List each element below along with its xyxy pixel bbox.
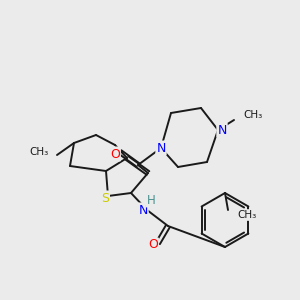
Text: O: O <box>110 148 120 160</box>
Text: CH₃: CH₃ <box>243 110 262 120</box>
Text: N: N <box>156 142 166 154</box>
Text: H: H <box>147 194 155 206</box>
Text: S: S <box>101 191 109 205</box>
Text: O: O <box>148 238 158 251</box>
Text: N: N <box>138 203 148 217</box>
Text: CH₃: CH₃ <box>30 147 49 157</box>
Text: N: N <box>217 124 227 136</box>
Text: CH₃: CH₃ <box>237 210 256 220</box>
